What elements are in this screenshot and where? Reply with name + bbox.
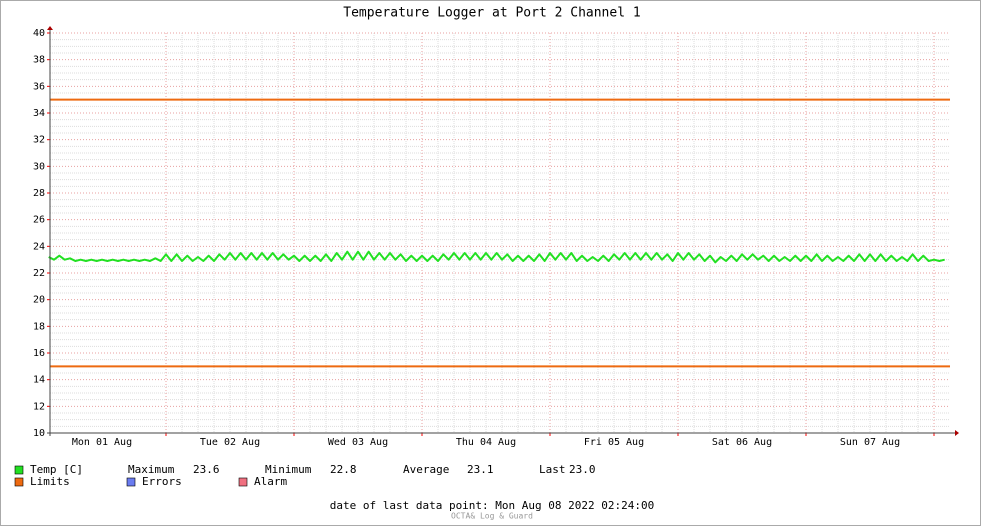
stat-name: Minimum <box>265 463 312 476</box>
legend-swatch <box>14 465 24 475</box>
y-tick-label: 18 <box>33 321 45 332</box>
y-tick-label: 26 <box>33 215 45 226</box>
legend-label: Temp [C] <box>30 463 83 476</box>
legend-label: Alarm <box>254 475 287 488</box>
y-tick-label: 34 <box>33 108 45 119</box>
x-tick-label: Sun 07 Aug <box>840 437 900 448</box>
credit: OCTA& Log & Guard <box>451 512 533 521</box>
y-tick-label: 14 <box>33 375 45 386</box>
y-tick-label: 20 <box>33 295 45 306</box>
chart-title: Temperature Logger at Port 2 Channel 1 <box>343 6 640 21</box>
y-tick-label: 36 <box>33 81 45 92</box>
y-tick-label: 32 <box>33 135 45 146</box>
y-tick-label: 10 <box>33 428 45 439</box>
legend-swatch <box>238 477 248 487</box>
stat-name: Average <box>403 463 449 476</box>
axis-arrow <box>955 430 959 436</box>
footer: date of last data point: Mon Aug 08 2022… <box>330 499 655 512</box>
stat-name: Last <box>539 463 566 476</box>
stat-value: 22.8 <box>330 463 357 476</box>
y-tick-label: 16 <box>33 348 45 359</box>
stat-value: 23.6 <box>193 463 220 476</box>
legend-label: Limits <box>30 475 70 488</box>
x-tick-label: Tue 02 Aug <box>200 437 260 448</box>
y-tick-label: 12 <box>33 401 45 412</box>
x-tick-label: Thu 04 Aug <box>456 437 516 448</box>
stat-value: 23.1 <box>467 463 494 476</box>
y-tick-label: 40 <box>33 28 45 39</box>
y-tick-label: 28 <box>33 188 45 199</box>
y-tick-label: 24 <box>33 241 45 252</box>
x-tick-label: Wed 03 Aug <box>328 437 388 448</box>
x-tick-label: Mon 01 Aug <box>72 437 132 448</box>
axis-arrow <box>47 26 53 30</box>
stat-name: Maximum <box>128 463 175 476</box>
y-tick-label: 38 <box>33 55 45 66</box>
y-tick-label: 22 <box>33 268 45 279</box>
legend-swatch <box>14 477 24 487</box>
stat-value: 23.0 <box>569 463 596 476</box>
series-line <box>48 250 945 264</box>
legend-swatch <box>126 477 136 487</box>
x-tick-label: Sat 06 Aug <box>712 437 772 448</box>
legend-label: Errors <box>142 475 182 488</box>
y-tick-label: 30 <box>33 161 45 172</box>
x-tick-label: Fri 05 Aug <box>584 437 644 448</box>
